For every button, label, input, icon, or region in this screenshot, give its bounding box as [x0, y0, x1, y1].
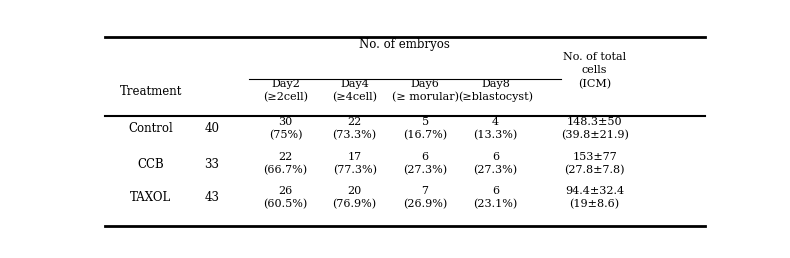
Text: Day2
(≥2cell): Day2 (≥2cell) — [263, 79, 308, 102]
Text: 26
(60.5%): 26 (60.5%) — [263, 186, 307, 209]
Text: 17
(77.3%): 17 (77.3%) — [333, 152, 377, 176]
Text: Day8
(≥blastocyst): Day8 (≥blastocyst) — [458, 79, 533, 102]
Text: 6
(27.3%): 6 (27.3%) — [473, 152, 517, 176]
Text: 94.4±32.4
(19±8.6): 94.4±32.4 (19±8.6) — [565, 186, 624, 209]
Text: 43: 43 — [205, 191, 220, 204]
Text: Day4
(≥4cell): Day4 (≥4cell) — [332, 79, 377, 102]
Text: 20
(76.9%): 20 (76.9%) — [333, 186, 377, 209]
Text: Day6
(≥ morular): Day6 (≥ morular) — [392, 79, 458, 102]
Text: 4
(13.3%): 4 (13.3%) — [473, 117, 517, 140]
Text: 6
(23.1%): 6 (23.1%) — [473, 186, 517, 209]
Text: 40: 40 — [205, 122, 220, 135]
Text: No. of total
cells
(ICM): No. of total cells (ICM) — [563, 52, 626, 89]
Text: 153±77
(27.8±7.8): 153±77 (27.8±7.8) — [564, 152, 625, 176]
Text: Control: Control — [129, 122, 173, 135]
Text: 6
(27.3%): 6 (27.3%) — [403, 152, 447, 176]
Text: Treatment: Treatment — [119, 85, 182, 98]
Text: 22
(66.7%): 22 (66.7%) — [263, 152, 307, 176]
Text: No. of embryos: No. of embryos — [359, 38, 450, 51]
Text: TAXOL: TAXOL — [130, 191, 171, 204]
Text: 22
(73.3%): 22 (73.3%) — [333, 117, 377, 140]
Text: 5
(16.7%): 5 (16.7%) — [403, 117, 447, 140]
Text: 33: 33 — [205, 158, 220, 171]
Text: 148.3±50
(39.8±21.9): 148.3±50 (39.8±21.9) — [561, 117, 629, 140]
Text: CCB: CCB — [137, 158, 164, 171]
Text: 7
(26.9%): 7 (26.9%) — [403, 186, 447, 209]
Text: 30
(75%): 30 (75%) — [269, 117, 303, 140]
